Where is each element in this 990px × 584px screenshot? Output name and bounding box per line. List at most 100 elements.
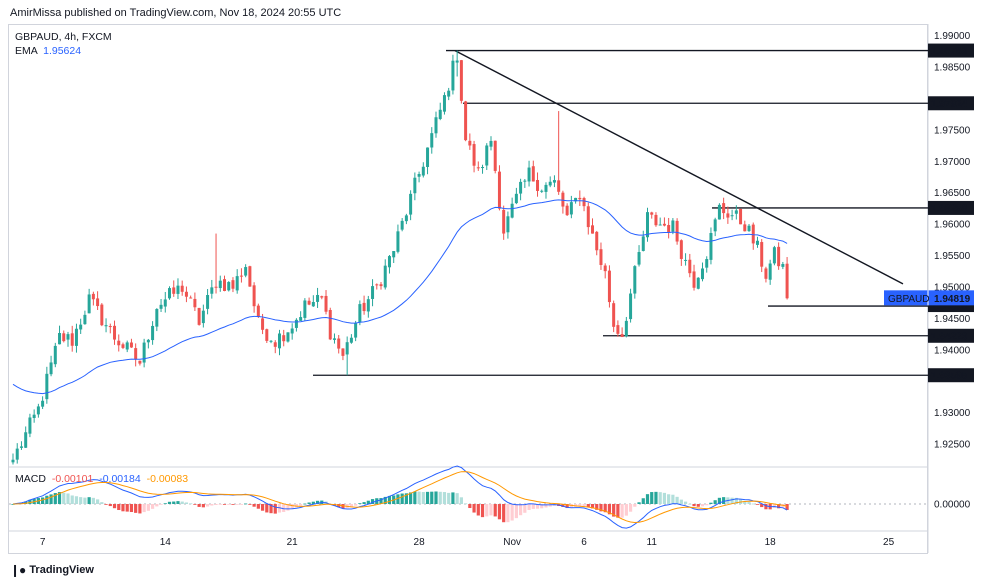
macd-histogram-bar: [599, 504, 603, 512]
macd-histogram-bar: [662, 492, 667, 504]
candle-body: [121, 344, 125, 348]
macd-histogram-bar: [493, 504, 497, 517]
x-axis-tick-label: 28: [414, 537, 426, 548]
macd-histogram-bar: [459, 497, 463, 504]
macd-histogram-bar: [442, 492, 447, 504]
macd-histogram-bar: [379, 498, 383, 504]
candle-body: [125, 342, 129, 350]
macd-histogram-bar: [671, 494, 675, 504]
candle-body: [345, 342, 349, 355]
candle-body: [273, 342, 277, 347]
macd-histogram-bar: [514, 504, 518, 519]
price-level-tag-label: 1.97924: [931, 99, 968, 110]
macd-histogram-bar: [311, 501, 315, 504]
candle-body: [206, 295, 210, 309]
candle-body: [146, 339, 150, 343]
symbol-line: GBPAUD, 4h, FXCM: [15, 31, 112, 43]
candle-body: [768, 263, 772, 280]
macd-histogram-bar: [489, 504, 493, 516]
candle-body: [582, 198, 586, 207]
macd-histogram-bar: [138, 504, 142, 514]
price-level-tag: [928, 96, 974, 111]
x-axis-tick-label: 21: [287, 537, 299, 548]
candle-body: [684, 259, 688, 261]
candle-body: [459, 60, 463, 101]
macd-histogram-bar: [637, 502, 641, 504]
price-level-tag: [928, 368, 974, 383]
candle-body: [371, 286, 375, 299]
macd-histogram-bar: [189, 503, 193, 505]
macd-histogram-bar: [734, 497, 738, 504]
candle-body: [654, 214, 658, 226]
macd-histogram-bar: [764, 504, 768, 510]
candle-body: [726, 213, 730, 218]
candle-body: [379, 284, 383, 287]
price-level-tag-label: 1.94223: [931, 331, 968, 342]
macd-histogram-bar: [117, 504, 121, 511]
candle-body: [349, 337, 353, 343]
macd-value-line: -0.00184: [99, 473, 141, 485]
macd-histogram-bar: [633, 504, 637, 507]
candle-body: [612, 303, 616, 327]
macd-histogram-bar: [700, 504, 705, 507]
y-axis-tick-label: 1.97000: [934, 157, 971, 168]
candle-body: [646, 212, 649, 238]
macd-histogram-bar: [705, 504, 709, 506]
macd-histogram-bar: [146, 504, 150, 511]
candle-body: [294, 319, 298, 328]
candle-body: [316, 294, 320, 302]
macd-histogram-bar: [595, 504, 599, 510]
candle-body: [658, 224, 662, 226]
current-price-value-label: 1.94819: [934, 294, 971, 305]
macd-histogram-bar: [244, 503, 248, 505]
candle-body: [497, 171, 501, 209]
macd-histogram-bar: [527, 504, 531, 511]
macd-histogram-bar: [688, 503, 692, 505]
macd-histogram-bar: [159, 504, 163, 505]
macd-histogram-bar: [713, 500, 717, 504]
macd-histogram-bar: [421, 492, 425, 504]
candle-body: [578, 197, 582, 200]
candle-body: [709, 233, 713, 260]
candle-body: [514, 193, 518, 204]
macd-histogram-bar: [201, 504, 205, 508]
macd-histogram-bar: [645, 494, 650, 504]
macd-histogram-bar: [163, 503, 167, 505]
candle-body: [536, 179, 540, 191]
footer-brand: ❙● TradingView: [10, 563, 94, 577]
descending-trendline: [454, 49, 904, 285]
macd-histogram-bar: [303, 503, 307, 505]
macd-histogram-bar: [91, 497, 95, 504]
x-axis-tick-label: 11: [647, 537, 658, 548]
macd-histogram-bar: [785, 504, 789, 510]
candle-body: [620, 334, 624, 338]
candle-body: [134, 348, 138, 360]
macd-histogram-bar: [447, 492, 451, 504]
candle-body: [96, 298, 100, 307]
candle-body: [557, 180, 561, 192]
candle-body: [15, 448, 19, 460]
macd-histogram-bar: [370, 499, 375, 504]
macd-histogram-bar: [480, 504, 485, 518]
candle-body: [87, 294, 91, 314]
macd-histogram-bar: [248, 504, 252, 505]
macd-histogram-bar: [79, 497, 83, 504]
candle-body: [502, 209, 506, 234]
macd-histogram-bar: [430, 491, 434, 504]
candle-body: [434, 117, 438, 134]
macd-histogram-bar: [74, 496, 79, 504]
candle-body: [235, 276, 239, 291]
candle-body: [413, 177, 417, 194]
candle-body: [692, 271, 696, 288]
macd-histogram-bar: [709, 502, 713, 504]
symbol-legend: GBPAUD, 4h, FXCM: [15, 31, 112, 43]
candle-body: [74, 328, 78, 346]
candle-body: [337, 338, 341, 349]
macd-histogram-bar: [197, 504, 201, 507]
candle-body: [785, 263, 789, 299]
macd-histogram-bar: [239, 504, 244, 505]
macd-histogram-bar: [155, 504, 159, 507]
ema-label: EMA: [15, 45, 38, 57]
candle-body: [760, 242, 764, 267]
